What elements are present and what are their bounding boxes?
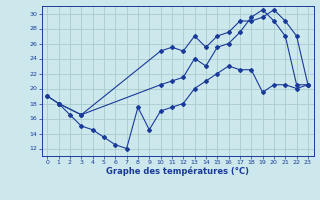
X-axis label: Graphe des températures (°C): Graphe des températures (°C): [106, 167, 249, 176]
